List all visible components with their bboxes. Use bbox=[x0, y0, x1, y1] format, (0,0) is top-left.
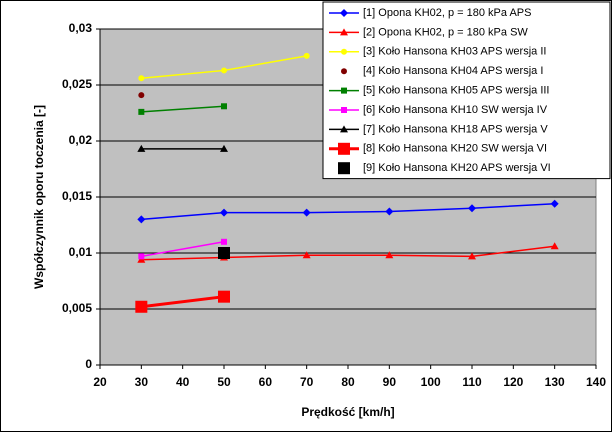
x-axis-label: Prędkość [km/h] bbox=[301, 405, 394, 419]
legend-marker bbox=[338, 162, 350, 175]
x-tick-label: 110 bbox=[462, 375, 482, 389]
marker bbox=[221, 238, 227, 245]
legend-marker bbox=[340, 125, 348, 133]
x-tick-label: 50 bbox=[217, 375, 231, 389]
y-tick-label: 0,01 bbox=[69, 245, 93, 259]
series-line bbox=[141, 245, 555, 261]
marker bbox=[218, 247, 230, 259]
y-tick-label: 0,015 bbox=[62, 189, 92, 203]
y-tick-label: 0 bbox=[85, 357, 92, 371]
legend-label: [7] Koło Hansona KH18 APS wersja V bbox=[363, 123, 548, 135]
x-tick-label: 140 bbox=[586, 375, 606, 389]
legend-label: [1] Opona KH02, p = 180 kPa APS bbox=[363, 7, 531, 19]
x-tick-label: 80 bbox=[341, 375, 355, 389]
marker bbox=[221, 103, 227, 110]
legend bbox=[322, 1, 611, 180]
legend-label: [9] Koło Hansona KH20 APS wersja VI bbox=[363, 162, 551, 174]
marker bbox=[137, 144, 146, 152]
marker bbox=[550, 199, 559, 208]
series-line bbox=[141, 295, 225, 309]
x-tick-label: 40 bbox=[176, 375, 190, 389]
legend-marker bbox=[340, 28, 348, 36]
marker bbox=[385, 207, 394, 216]
y-tick-label: 0,02 bbox=[69, 133, 93, 147]
legend-label: [3] Koło Hansona KH03 APS wersja II bbox=[363, 46, 546, 58]
marker bbox=[218, 290, 230, 303]
marker bbox=[302, 251, 311, 259]
series-line bbox=[141, 105, 225, 113]
legend-marker bbox=[341, 107, 347, 113]
marker bbox=[302, 208, 311, 217]
y-axis-label: Współczynnik oporu toczenia [-] bbox=[32, 105, 46, 289]
marker bbox=[138, 92, 145, 99]
legend-marker bbox=[338, 142, 350, 155]
legend-marker bbox=[341, 48, 347, 55]
marker bbox=[220, 208, 228, 217]
x-tick-label: 90 bbox=[383, 375, 397, 389]
y-tick-label: 0,025 bbox=[62, 77, 92, 91]
marker bbox=[303, 52, 310, 59]
legend-marker bbox=[340, 9, 348, 17]
marker bbox=[137, 215, 146, 224]
marker bbox=[220, 144, 228, 152]
marker bbox=[468, 252, 476, 260]
x-tick-label: 120 bbox=[503, 375, 523, 389]
legend-label: [6] Koło Hansona KH10 SW wersja IV bbox=[363, 104, 548, 116]
y-tick-label: 0,03 bbox=[69, 21, 93, 35]
marker bbox=[138, 75, 145, 82]
x-tick-label: 130 bbox=[545, 375, 565, 389]
series-line bbox=[141, 202, 555, 221]
x-tick-label: 60 bbox=[259, 375, 273, 389]
marker bbox=[550, 242, 559, 250]
marker bbox=[385, 251, 394, 259]
x-tick-label: 30 bbox=[135, 375, 149, 389]
series-line bbox=[141, 241, 225, 258]
legend-label: [4] Koło Hansona KH04 APS wersja I bbox=[363, 65, 543, 77]
marker bbox=[138, 108, 145, 115]
legend-marker bbox=[341, 87, 347, 94]
x-tick-label: 70 bbox=[300, 375, 314, 389]
legend-marker bbox=[341, 68, 347, 75]
y-tick-label: 0,005 bbox=[62, 301, 92, 315]
x-tick-label: 20 bbox=[93, 375, 107, 389]
x-tick-label: 100 bbox=[421, 375, 441, 389]
marker bbox=[138, 253, 145, 260]
legend-label: [8] Koło Hansona KH20 SW wersja VI bbox=[363, 143, 547, 155]
marker bbox=[468, 204, 476, 213]
legend-label: [2] Opona KH02, p = 180 kPa SW bbox=[363, 26, 528, 38]
marker bbox=[135, 300, 148, 313]
marker bbox=[221, 67, 227, 74]
legend-label: [5] Koło Hansona KH05 APS wersja III bbox=[363, 85, 550, 97]
